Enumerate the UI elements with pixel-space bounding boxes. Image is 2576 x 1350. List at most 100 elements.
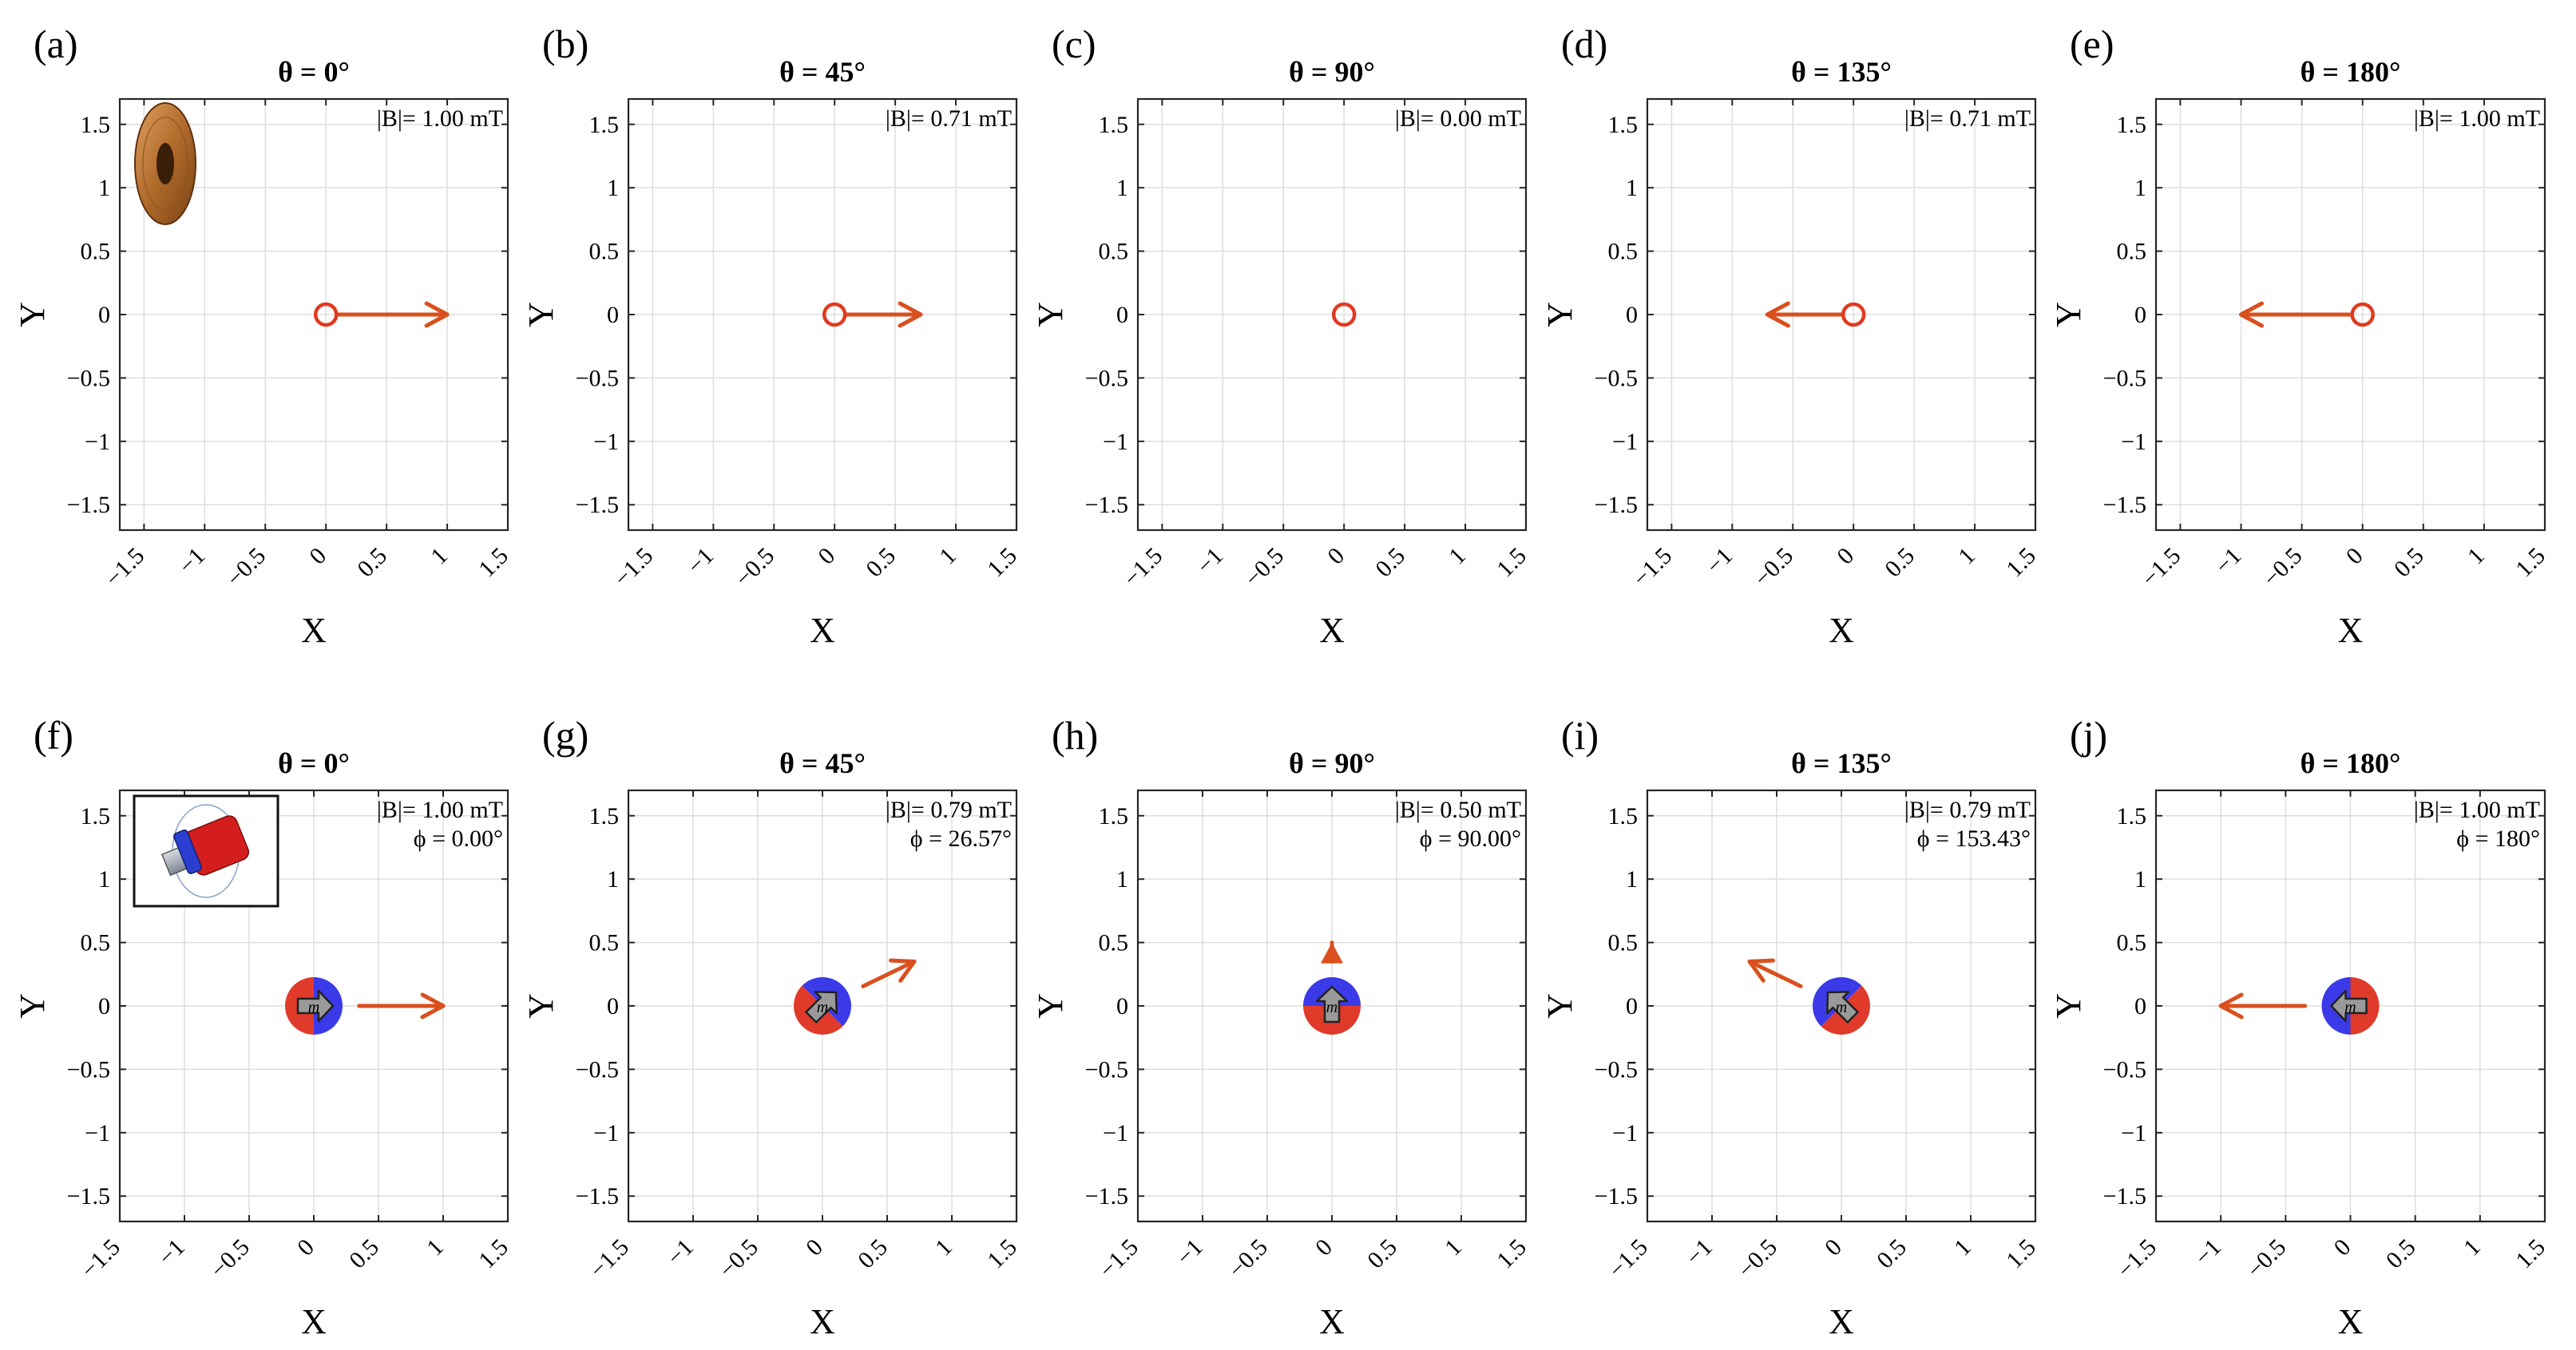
- field-magnitude-annotation: |B|= 0.71 mT: [1904, 105, 2031, 132]
- y-tick-label: 1.5: [589, 803, 620, 829]
- x-tick-label: −0.5: [714, 1234, 763, 1284]
- y-tick-label: 1: [1116, 866, 1128, 893]
- y-tick-label: −0.5: [1085, 365, 1128, 391]
- y-tick-label: 0: [98, 302, 110, 328]
- panel-label: (i): [1561, 713, 1599, 758]
- field-vector-arrowhead: [1321, 942, 1343, 964]
- x-tick-label: 1.5: [474, 543, 513, 583]
- x-axis-label: X: [1829, 1302, 1854, 1341]
- x-axis-label: X: [810, 611, 835, 650]
- x-tick-label: 1.5: [1492, 1234, 1532, 1274]
- y-axis-label: Y: [1031, 993, 1070, 1019]
- moment-label: m: [1836, 999, 1847, 1016]
- x-tick-label: 0: [1820, 1234, 1847, 1261]
- x-tick-label: 1: [1949, 1234, 1976, 1261]
- field-vector-arrow: [1747, 959, 1803, 988]
- coil-hole: [157, 143, 174, 184]
- y-tick-label: 1.5: [2117, 803, 2147, 829]
- x-tick-label: 0.5: [1362, 1234, 1402, 1274]
- y-tick-label: −1.5: [1595, 492, 1638, 518]
- x-tick-label: −1: [153, 1234, 190, 1271]
- y-axis-label: Y: [521, 993, 561, 1019]
- panel-title: θ = 0°: [278, 56, 350, 88]
- panel-f: −1.5 −1 −0.5 0 0.5 1 1.5 1.5 1 0.5 0 −0.5 −1 −1.5 X Y (f…: [13, 713, 513, 1341]
- panel-title: θ = 180°: [2301, 747, 2401, 779]
- coil-center-marker: [822, 302, 847, 327]
- moment-arrow-shape: [1826, 991, 1859, 1023]
- x-tick-label: −1: [1701, 543, 1738, 580]
- x-axis-label: X: [2338, 1302, 2364, 1341]
- y-tick-label: −1.5: [576, 1183, 619, 1209]
- y-tick-label: 1.5: [589, 112, 620, 138]
- y-tick-label: −1: [1103, 1120, 1128, 1146]
- x-tick-label: 1.5: [2001, 543, 2041, 583]
- panel-title: θ = 90°: [1289, 747, 1375, 779]
- y-tick-label: 1.5: [2117, 112, 2147, 138]
- y-tick-label: −1.5: [576, 492, 619, 518]
- magnet-marker: m: [794, 977, 851, 1035]
- field-vector-arrowhead: [1765, 301, 1790, 328]
- x-tick-label: −0.5: [1733, 1234, 1782, 1284]
- x-tick-label: 0: [1832, 543, 1859, 570]
- x-tick-label: 1: [2463, 543, 2490, 570]
- magnet-marker: m: [1303, 977, 1361, 1035]
- y-tick-label: −1.5: [67, 492, 110, 518]
- y-axis-label: Y: [2049, 993, 2088, 1019]
- x-axis-label: X: [810, 1302, 835, 1341]
- x-tick-label: −0.5: [2241, 1234, 2291, 1284]
- panel-b: −1.5 −1 −0.5 0 0.5 1 1.5 1.5 1 0.5 0 −0.5 −1 −1.5 X Y (b…: [521, 22, 1022, 650]
- x-tick-label: 0: [2341, 543, 2368, 570]
- phi-angle-annotation: ϕ = 0.00°: [414, 825, 503, 852]
- y-tick-label: −1: [2121, 1120, 2146, 1146]
- panel-label: (g): [542, 713, 589, 758]
- y-tick-label: 0.5: [1099, 930, 1129, 956]
- x-tick-label: 0: [813, 543, 840, 570]
- y-tick-label: −1.5: [2103, 1183, 2146, 1209]
- y-tick-label: −1: [1612, 1120, 1638, 1146]
- magnet-marker: m: [1813, 977, 1870, 1035]
- x-tick-label: −0.5: [205, 1234, 255, 1284]
- y-tick-label: 1: [1626, 866, 1638, 893]
- x-tick-label: −1.5: [76, 1234, 125, 1284]
- field-vector-arrow: [861, 959, 917, 988]
- y-tick-label: 0: [607, 302, 619, 328]
- panel-label: (a): [34, 22, 78, 66]
- y-axis-label: Y: [13, 993, 52, 1019]
- y-tick-label: −1.5: [1085, 1183, 1128, 1209]
- panel-c: −1.5 −1 −0.5 0 0.5 1 1.5 1.5 1 0.5 0 −0.5 −1 −1.5 X Y (c…: [1031, 22, 1532, 650]
- y-tick-label: 0.5: [81, 239, 111, 265]
- x-tick-label: −1.5: [1094, 1234, 1143, 1284]
- y-tick-label: −1.5: [2103, 492, 2146, 518]
- field-vector-arrowhead: [898, 301, 923, 328]
- y-tick-label: −1.5: [1085, 492, 1128, 518]
- field-magnitude-annotation: |B|= 1.00 mT: [377, 797, 503, 823]
- x-tick-label: −0.5: [1239, 543, 1289, 592]
- x-tick-label: 1: [934, 543, 961, 570]
- y-tick-label: 1.5: [81, 112, 111, 138]
- x-tick-label: −1.5: [1628, 543, 1678, 592]
- field-magnitude-annotation: |B|= 0.79 mT: [1904, 797, 2031, 823]
- x-tick-label: 0.5: [853, 1234, 893, 1274]
- x-tick-label: −1: [2190, 1234, 2226, 1271]
- panel-title: θ = 45°: [779, 56, 866, 88]
- coil-center-marker: [1841, 302, 1866, 327]
- y-tick-label: 1.5: [81, 803, 111, 829]
- field-magnitude-annotation: |B|= 1.00 mT: [2414, 797, 2540, 823]
- x-tick-label: 0: [801, 1234, 828, 1261]
- magnet-marker: m: [285, 977, 343, 1035]
- field-magnitude-annotation: |B|= 0.50 mT: [1395, 797, 1521, 823]
- x-tick-label: 1: [426, 543, 453, 570]
- y-tick-label: 0: [607, 993, 619, 1019]
- x-tick-label: −1: [2210, 543, 2247, 580]
- x-tick-label: 0.5: [344, 1234, 384, 1274]
- x-tick-label: −1: [173, 543, 210, 580]
- y-tick-label: −1: [85, 429, 110, 455]
- y-tick-label: 0.5: [2117, 930, 2147, 956]
- y-tick-label: 0: [1116, 993, 1128, 1019]
- y-tick-label: 0.5: [2117, 239, 2147, 265]
- x-axis-label: X: [1319, 1302, 1345, 1341]
- x-tick-label: 1.5: [1492, 543, 1532, 583]
- y-tick-label: 0: [1626, 993, 1638, 1019]
- moment-arrow-shape: [805, 991, 838, 1023]
- x-tick-label: 0.5: [352, 543, 392, 583]
